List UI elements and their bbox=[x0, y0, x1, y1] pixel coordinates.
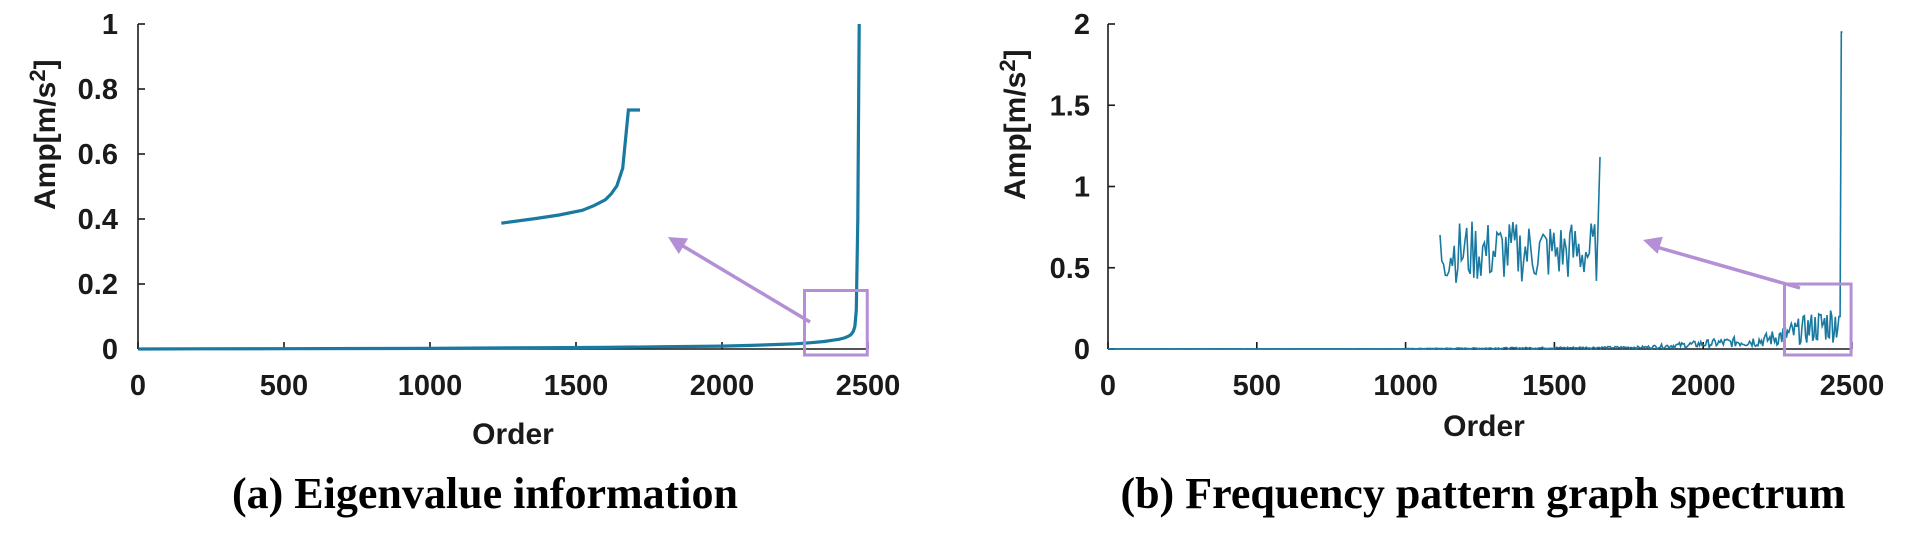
zoom-arrowhead-a bbox=[668, 237, 689, 254]
x-tick-label-b: 2000 bbox=[1671, 370, 1736, 402]
y-tick-label-b: 0.5 bbox=[1050, 253, 1090, 285]
x-axis-label-a: Order bbox=[472, 418, 554, 451]
zoom-arrowhead-b bbox=[1643, 236, 1663, 254]
x-tick-label-a: 2500 bbox=[836, 370, 901, 402]
x-tick-label-a: 2000 bbox=[690, 370, 755, 402]
x-tick-label-a: 500 bbox=[260, 370, 308, 402]
y-tick-label-a: 0.8 bbox=[78, 74, 118, 106]
x-tick-label-b: 2500 bbox=[1820, 370, 1885, 402]
y-tick-label-b: 2 bbox=[1074, 9, 1090, 41]
caption-b: (b) Frequency pattern graph spectrum bbox=[1120, 469, 1845, 518]
x-tick-label-a: 1000 bbox=[398, 370, 463, 402]
x-tick-label-a: 0 bbox=[130, 370, 146, 402]
series-line-b bbox=[1107, 31, 1843, 351]
y-tick-label-b: 0 bbox=[1074, 334, 1090, 366]
zoom-arrow-a bbox=[677, 241, 811, 324]
x-tick-label-a: 1500 bbox=[544, 370, 609, 402]
y-tick-label-a: 0.4 bbox=[78, 204, 118, 236]
x-tick-label-b: 1500 bbox=[1522, 370, 1587, 402]
zoom-box-b bbox=[1782, 282, 1853, 357]
x-tick-label-b: 1000 bbox=[1373, 370, 1438, 402]
zoom-box-a bbox=[803, 289, 869, 357]
inset-line-a bbox=[501, 108, 640, 225]
y-tick-label-a: 1 bbox=[102, 9, 118, 41]
x-tick-label-b: 0 bbox=[1100, 370, 1116, 402]
y-axis-label-b: Amp[m/s2] bbox=[995, 49, 1032, 200]
y-axis-label-a: Amp[m/s2] bbox=[25, 59, 62, 210]
y-tick-label-a: 0 bbox=[102, 334, 118, 366]
y-tick-label-a: 0.2 bbox=[78, 269, 118, 301]
x-axis-label-b: Order bbox=[1443, 410, 1525, 443]
chart-frequency-spectrum: Amp[m/s2] Order (b) Frequency pattern gr… bbox=[995, 9, 1884, 518]
caption-a: (a) Eigenvalue information bbox=[232, 469, 738, 518]
y-tick-label-b: 1.5 bbox=[1050, 90, 1090, 122]
y-tick-label-a: 0.6 bbox=[78, 139, 118, 171]
chart-eigenvalue: Amp[m/s2] Order (a) Eigenvalue informati… bbox=[25, 9, 900, 518]
x-tick-label-b: 500 bbox=[1233, 370, 1281, 402]
inset-line-b bbox=[1439, 156, 1601, 283]
zoom-arrow-b bbox=[1652, 244, 1801, 290]
y-tick-label-b: 1 bbox=[1074, 172, 1090, 204]
series-line-a bbox=[138, 23, 861, 351]
